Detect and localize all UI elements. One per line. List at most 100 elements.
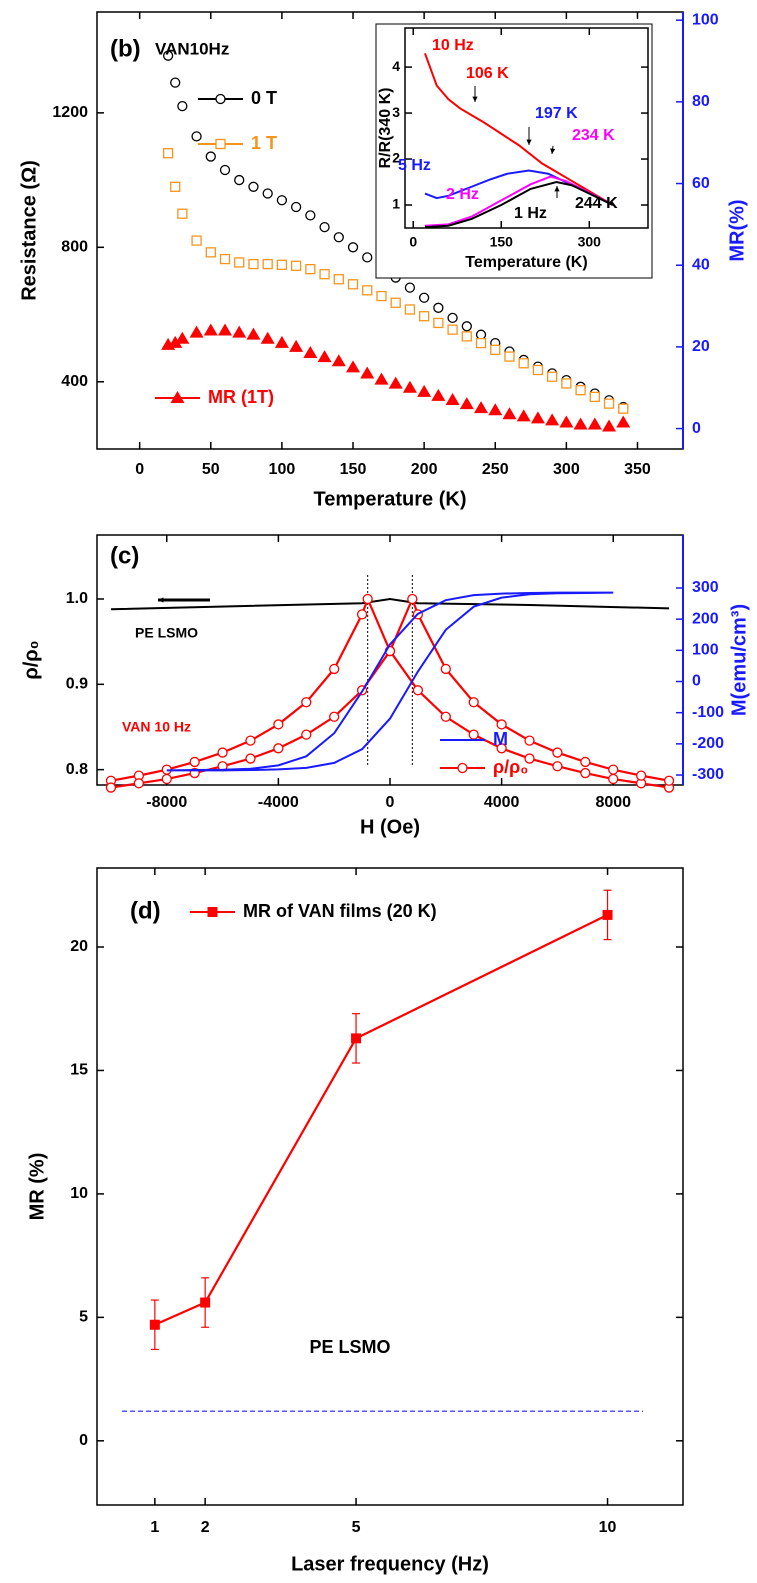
marker — [303, 346, 318, 359]
x-tick-label: 2 — [201, 1519, 210, 1536]
marker — [616, 415, 631, 428]
marker — [273, 743, 284, 754]
x-tick-label: 10 — [599, 1519, 617, 1536]
marker — [433, 302, 444, 313]
marker — [177, 208, 188, 219]
marker — [407, 593, 418, 605]
marker — [474, 401, 489, 414]
marker — [402, 380, 417, 393]
plot-frame — [404, 27, 649, 229]
arrow-head — [554, 186, 560, 192]
x-axis-label: Temperature (K) — [465, 254, 587, 271]
marker — [524, 753, 535, 764]
annotation: (d) — [130, 897, 161, 924]
marker — [468, 729, 479, 740]
y-tick-label: 1 — [392, 196, 400, 212]
marker — [217, 747, 228, 758]
marker — [545, 413, 560, 426]
marker — [248, 181, 259, 192]
y2-tick-label: 0 — [692, 420, 701, 437]
y-tick-label: 10 — [70, 1185, 88, 1202]
y-axis-label: R/R(340 K) — [377, 88, 394, 169]
annotation: 5 Hz — [398, 157, 431, 174]
marker — [602, 909, 613, 920]
marker — [475, 337, 487, 349]
marker — [390, 297, 401, 308]
legend-label: MR (1T) — [208, 387, 274, 407]
annotation: PE LSMO — [135, 625, 198, 641]
x-tick-label: 300 — [578, 234, 602, 250]
annotation: VAN 10 Hz — [122, 719, 191, 735]
y-tick-label: 20 — [70, 938, 88, 955]
marker — [274, 335, 289, 348]
annotation: VAN10Hz — [155, 39, 229, 58]
marker — [488, 403, 503, 416]
marker — [587, 417, 602, 430]
y2-tick-label: 20 — [692, 338, 710, 355]
panel: 1 2 5 10 0 5 10 15 20 Laser frequency (Hz) MR (%) M… — [26, 867, 684, 1575]
x-tick-label: 0 — [409, 234, 417, 250]
marker — [234, 257, 245, 268]
x-tick-label: -4000 — [258, 794, 299, 811]
marker — [602, 419, 617, 432]
inset-background — [375, 23, 653, 279]
marker — [608, 764, 619, 775]
y2-tick-label: 300 — [692, 579, 719, 596]
y-tick-label: 3 — [392, 104, 400, 120]
x-tick-label: 100 — [269, 461, 296, 478]
marker — [162, 148, 174, 159]
x-tick-label: 0 — [135, 461, 144, 478]
plot-frame — [96, 867, 684, 1506]
marker — [580, 756, 591, 768]
marker — [362, 593, 373, 605]
y2-tick-label: 100 — [692, 11, 719, 28]
marker — [404, 304, 416, 315]
annotation: PE LSMO — [309, 1337, 390, 1357]
arrow-head — [472, 96, 478, 102]
marker — [168, 335, 183, 348]
y-tick-label: 800 — [61, 239, 88, 256]
marker — [663, 775, 675, 786]
y2-tick-label: -300 — [692, 766, 724, 783]
marker — [149, 1319, 160, 1330]
marker — [516, 409, 531, 422]
marker — [635, 770, 647, 781]
y-tick-label: 0.9 — [66, 676, 88, 693]
x-tick-label: 5 — [352, 1519, 361, 1536]
marker — [133, 778, 145, 789]
marker — [170, 391, 185, 403]
x-tick-label: 8000 — [595, 794, 631, 811]
y2-tick-label: 0 — [692, 673, 701, 690]
marker — [440, 711, 451, 722]
marker — [162, 50, 174, 61]
marker — [205, 247, 216, 258]
marker — [374, 372, 389, 385]
marker — [447, 312, 458, 324]
y-tick-label: 0 — [79, 1432, 88, 1449]
marker — [189, 756, 200, 768]
arrow-head — [158, 597, 164, 603]
marker — [552, 747, 563, 758]
marker — [447, 324, 458, 335]
series-line — [166, 591, 614, 772]
x-tick-label: 300 — [553, 461, 580, 478]
marker — [502, 407, 517, 420]
marker — [518, 358, 529, 369]
y-tick-label: 1200 — [52, 104, 88, 121]
y2-tick-label: -100 — [692, 704, 724, 721]
marker — [360, 366, 375, 379]
marker — [262, 258, 273, 270]
marker — [203, 323, 218, 336]
x-tick-label: 50 — [202, 461, 220, 478]
marker — [618, 403, 629, 414]
x-tick-label: 150 — [490, 234, 514, 250]
marker — [276, 259, 288, 270]
y2-axis-label: MR(%) — [726, 199, 748, 261]
annotation: 1 Hz — [514, 205, 547, 222]
marker — [234, 174, 245, 186]
marker — [440, 663, 451, 675]
marker — [356, 609, 368, 620]
marker — [461, 321, 472, 332]
x-tick-label: 250 — [482, 461, 509, 478]
